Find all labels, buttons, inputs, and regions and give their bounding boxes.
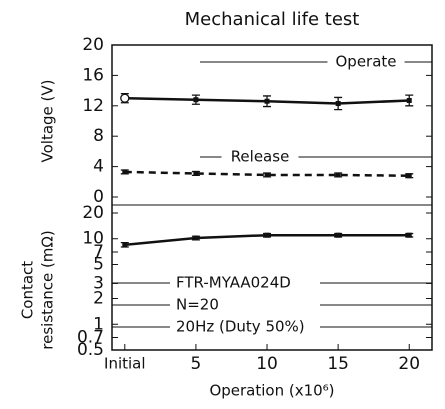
annotation-box bbox=[170, 317, 320, 337]
data-point bbox=[406, 232, 412, 238]
y-tick-label: 0 bbox=[93, 187, 104, 207]
x-tick-label: 20 bbox=[398, 354, 420, 374]
x-tick-label: Initial bbox=[104, 355, 146, 373]
y-tick-label: 20 bbox=[82, 203, 104, 223]
x-tick-label: 5 bbox=[190, 354, 201, 374]
annotation: 20Hz (Duty 50%) bbox=[176, 318, 305, 336]
chart-title: Mechanical life test bbox=[185, 9, 360, 30]
data-point bbox=[264, 98, 270, 104]
y-tick-label: 20 bbox=[82, 35, 104, 55]
y-tick-label: 10 bbox=[82, 229, 104, 249]
y-tick-label: 8 bbox=[93, 126, 104, 146]
data-point bbox=[335, 232, 341, 238]
x-tick-label: 10 bbox=[256, 354, 278, 374]
y-tick-label: 4 bbox=[93, 157, 104, 177]
data-point bbox=[264, 172, 270, 178]
y-tick-label: 12 bbox=[82, 96, 104, 116]
y-axis-label: Voltage (V) bbox=[39, 80, 57, 163]
data-point bbox=[406, 97, 412, 103]
x-tick-label: 15 bbox=[327, 354, 349, 374]
annotation-box bbox=[170, 273, 320, 293]
y-tick-label: 7 bbox=[93, 242, 104, 262]
y-axis-label: Contact bbox=[19, 261, 37, 319]
data-point bbox=[335, 172, 341, 178]
data-point bbox=[335, 101, 341, 107]
y-tick-label: 0.5 bbox=[77, 340, 104, 360]
annotation-box bbox=[221, 147, 299, 167]
data-point bbox=[193, 97, 199, 103]
x-axis-label: Operation (x10⁶) bbox=[209, 382, 334, 400]
legend-label: Operate bbox=[335, 53, 396, 71]
annotation: N=20 bbox=[176, 296, 219, 314]
legend-label: Release bbox=[231, 148, 290, 166]
data-point bbox=[122, 169, 128, 175]
y-axis-label: resistance (mΩ) bbox=[39, 230, 57, 349]
annotation-box bbox=[170, 295, 320, 315]
data-point bbox=[264, 232, 270, 238]
data-point bbox=[122, 242, 128, 248]
y-tick-label: 5 bbox=[93, 254, 104, 274]
y-tick-label: 2 bbox=[93, 289, 104, 309]
data-point bbox=[193, 170, 199, 176]
y-tick-label: 3 bbox=[93, 273, 104, 293]
data-point bbox=[406, 173, 412, 179]
y-tick-label: 16 bbox=[82, 65, 104, 85]
annotation: FTR-MYAA024D bbox=[176, 274, 291, 292]
annotation-box bbox=[327, 52, 405, 72]
data-point bbox=[193, 235, 199, 241]
y-tick-label: 0.7 bbox=[77, 328, 104, 348]
data-point bbox=[120, 93, 130, 103]
y-tick-label: 1 bbox=[93, 314, 104, 334]
